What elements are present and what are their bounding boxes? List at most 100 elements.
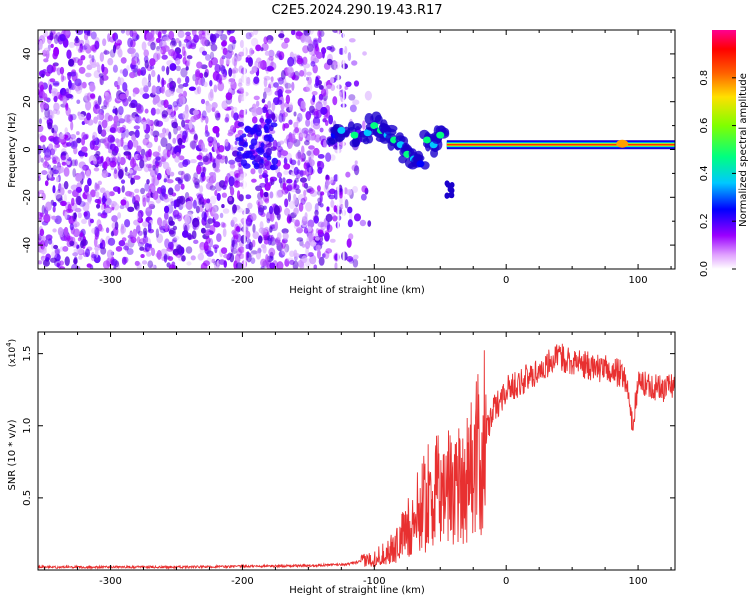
heatmap-cell — [185, 246, 193, 254]
snr-x-label: Height of straight line (km) — [289, 585, 425, 596]
heatmap-cell — [52, 205, 56, 213]
heatmap-cell — [308, 135, 316, 141]
heatmap-cell — [168, 220, 175, 226]
heatmap-cell — [72, 168, 77, 178]
heatmap-cell — [218, 77, 223, 85]
heatmap-cell — [273, 82, 279, 88]
heatmap-cell — [172, 235, 180, 241]
heatmap-cell — [278, 77, 284, 85]
heatmap-cell — [120, 30, 126, 34]
heatmap-cell — [128, 102, 136, 109]
heatmap-cell — [250, 138, 258, 146]
heatmap-cell — [95, 150, 101, 156]
heatmap-cell — [63, 193, 68, 203]
heatmap-cell — [129, 231, 133, 237]
heatmap-cell — [136, 145, 142, 153]
heatmap-cell — [81, 131, 86, 140]
heatmap-cell — [219, 74, 227, 81]
heatmap-cell — [107, 57, 114, 66]
heatmap-cell — [119, 204, 125, 210]
heatmap-cell — [220, 155, 226, 160]
heatmap-cell — [283, 37, 290, 44]
heatmap-cell — [263, 36, 268, 45]
heatmap-cell — [161, 77, 165, 88]
heatmap-cell — [448, 185, 454, 192]
heatmap-cell — [43, 213, 50, 223]
heatmap-cell — [232, 204, 237, 214]
heatmap-cell — [276, 171, 283, 178]
heatmap-cell — [228, 159, 236, 165]
heatmap-cell — [330, 199, 335, 208]
heatmap-cell — [142, 93, 150, 99]
heatmap-cell — [178, 195, 186, 205]
heatmap-cell — [137, 241, 144, 248]
heatmap-cell — [53, 142, 57, 152]
heatmap-cell — [318, 256, 325, 266]
heatmap-cell — [211, 158, 216, 163]
heatmap-cell — [216, 233, 222, 242]
heatmap-cell — [225, 113, 230, 122]
heatmap-cell — [63, 226, 69, 236]
heatmap-cell — [319, 193, 323, 204]
heatmap-cell — [212, 125, 220, 134]
heatmap-cell — [183, 124, 191, 131]
heatmap-cell — [257, 246, 262, 255]
heatmap-cell — [270, 76, 274, 83]
heatmap-cell — [296, 54, 301, 60]
heatmap-cell — [142, 197, 147, 208]
heatmap-cell — [278, 33, 285, 39]
heatmap-cell — [263, 239, 269, 245]
heatmap-cell — [77, 212, 82, 219]
heatmap-cell — [275, 190, 283, 199]
colorbar-label: Normalized spectral amplitude — [738, 73, 749, 227]
heatmap-cell — [209, 195, 217, 205]
heatmap-cell — [212, 244, 220, 250]
snr-x-tick-label: 100 — [629, 576, 648, 587]
heatmap-cell — [303, 189, 307, 197]
heatmap-cell — [384, 128, 397, 136]
heatmap-cell — [168, 30, 175, 40]
heatmap-cell — [156, 249, 162, 260]
heatmap-cell — [330, 45, 335, 53]
heatmap-cell — [186, 55, 193, 60]
heatmap-cell — [246, 214, 252, 224]
heatmap-cell — [334, 262, 338, 269]
heatmap-cell — [270, 164, 278, 171]
heatmap-cell — [140, 254, 145, 259]
heatmap-cell — [344, 198, 349, 209]
heatmap-cell — [245, 217, 253, 227]
heatmap-cell — [51, 215, 57, 220]
heatmap-cell — [73, 146, 78, 155]
heatmap-cell — [336, 203, 344, 210]
heatmap-cell — [281, 228, 289, 234]
heatmap-cell — [116, 85, 120, 90]
heatmap-cell — [141, 77, 148, 88]
heatmap-cell — [345, 171, 351, 178]
heatmap-cell — [259, 188, 264, 198]
heatmap-cell — [209, 185, 216, 191]
heatmap-cell — [214, 189, 218, 197]
heatmap-cell — [117, 164, 121, 171]
heatmap-cell — [245, 32, 252, 40]
heatmap-cell — [250, 257, 256, 264]
heatmap-cell — [212, 162, 217, 169]
heatmap-cell — [120, 223, 125, 230]
heatmap-cell — [284, 258, 290, 267]
heatmap-cell — [286, 106, 293, 113]
heatmap-cell — [158, 38, 163, 49]
heatmap-cell — [273, 205, 281, 216]
heatmap-cell — [62, 96, 68, 105]
heatmap-cell — [282, 123, 286, 132]
heatmap-cell — [88, 54, 92, 59]
heatmap-cell — [170, 200, 177, 207]
heatmap-cell — [117, 212, 122, 219]
heatmap-cell — [229, 253, 235, 263]
heatmap-cell — [140, 66, 147, 76]
heatmap-cell — [267, 39, 272, 45]
heatmap-cell — [232, 106, 238, 112]
heatmap-cell — [289, 250, 295, 258]
heatmap-cell — [61, 161, 67, 166]
heatmap-cell — [230, 186, 235, 196]
heatmap-cell — [129, 169, 134, 174]
heatmap-cell — [325, 248, 333, 254]
